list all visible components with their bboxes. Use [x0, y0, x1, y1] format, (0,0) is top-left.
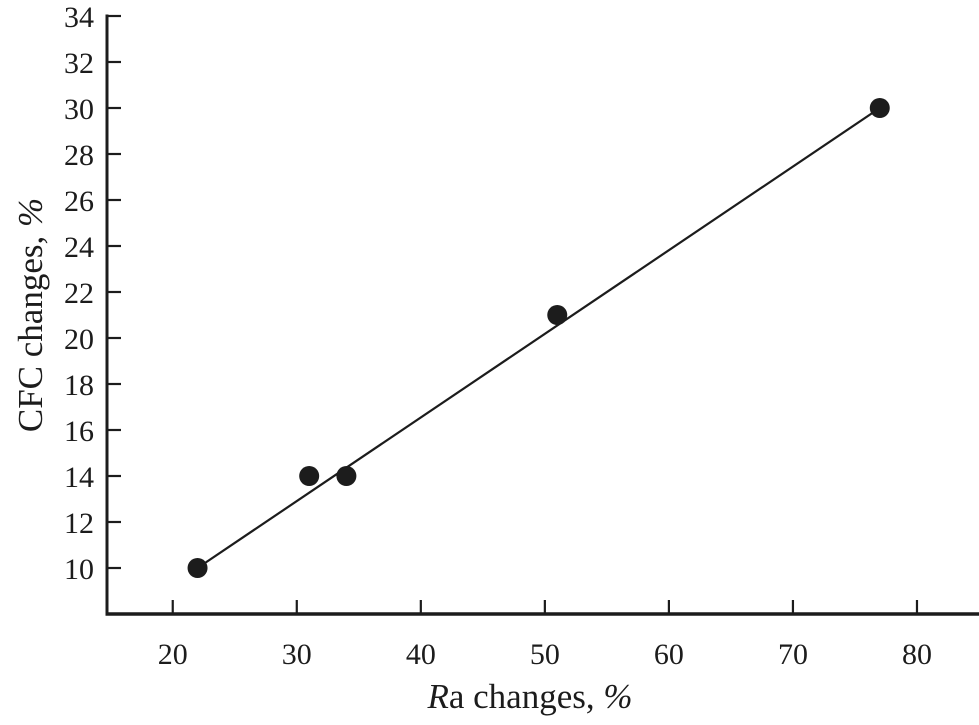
data-point	[187, 558, 208, 578]
y-tick-label: 14	[64, 461, 94, 494]
x-tick-label: 30	[282, 638, 312, 671]
y-tick-label: 26	[64, 185, 94, 218]
y-axis-title: CFC changes, %	[11, 198, 50, 432]
y-tick-label: 16	[64, 415, 94, 448]
data-point	[336, 466, 357, 486]
x-tick-label: 20	[158, 638, 188, 671]
x-tick-label: 70	[778, 638, 808, 671]
x-axis-title: Ra changes, %	[426, 677, 632, 716]
x-tick-label: 60	[654, 638, 684, 671]
x-tick-label: 40	[406, 638, 436, 671]
y-tick-label: 24	[64, 231, 94, 264]
y-tick-label: 32	[64, 47, 94, 80]
y-tick-label: 10	[64, 553, 94, 586]
trend-line	[196, 107, 881, 569]
y-tick-label: 34	[64, 1, 94, 34]
x-tick-label: 50	[530, 638, 560, 671]
x-tick-label: 80	[902, 638, 932, 671]
y-tick-label: 12	[64, 507, 94, 540]
data-point	[869, 98, 890, 118]
data-point	[547, 305, 568, 325]
y-tick-label: 28	[64, 139, 94, 172]
y-tick-label: 20	[64, 323, 94, 356]
y-tick-label: 30	[64, 93, 94, 126]
data-point	[299, 466, 320, 486]
y-tick-label: 22	[64, 277, 94, 310]
y-tick-label: 18	[64, 369, 94, 402]
